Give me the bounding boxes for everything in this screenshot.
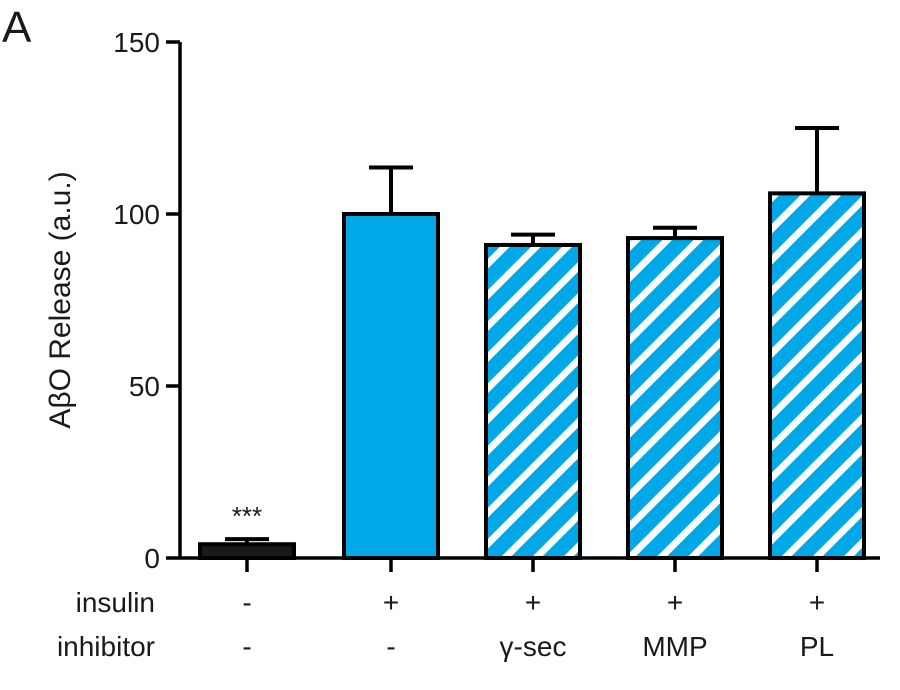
insulin-value: + [383, 587, 399, 618]
x-axis [180, 556, 880, 572]
y-tick-label: 0 [144, 543, 160, 574]
insulin-value: + [525, 587, 541, 618]
y-tick-label: 150 [113, 27, 160, 58]
panel-label: A [2, 3, 32, 52]
insulin-value: - [242, 587, 251, 618]
insulin-row-label: insulin [76, 587, 155, 618]
inhibitor-value: PL [800, 631, 834, 662]
bar [626, 236, 724, 561]
y-tick-label: 50 [129, 371, 160, 402]
condition-rows: insulin - + + + + inhibitor - - γ-sec MMP PL [57, 587, 834, 662]
insulin-value: + [667, 587, 683, 618]
inhibitor-value: - [242, 631, 251, 662]
insulin-value: + [809, 587, 825, 618]
bar [768, 191, 866, 561]
y-tick-label: 100 [113, 199, 160, 230]
bar [198, 542, 296, 560]
bar [484, 242, 582, 561]
inhibitor-value: γ-sec [500, 631, 567, 662]
bar [342, 212, 440, 560]
inhibitor-value: - [386, 631, 395, 662]
bars: *** [198, 126, 866, 561]
y-axis-label: AβO Release (a.u.) [44, 171, 77, 428]
inhibitor-value: MMP [642, 631, 707, 662]
y-axis: 0 50 100 150 [113, 27, 182, 574]
significance-label: *** [232, 501, 262, 531]
inhibitor-row-label: inhibitor [57, 631, 155, 662]
